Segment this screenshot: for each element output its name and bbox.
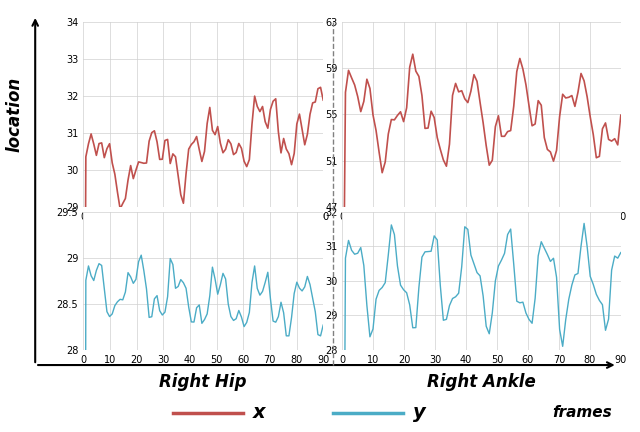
Text: x: x <box>253 403 266 422</box>
Text: Right Hip: Right Hip <box>159 373 247 391</box>
Text: frames: frames <box>552 405 612 420</box>
Text: Right Ankle: Right Ankle <box>428 373 536 391</box>
Text: y: y <box>413 403 426 422</box>
Text: location: location <box>5 77 23 152</box>
